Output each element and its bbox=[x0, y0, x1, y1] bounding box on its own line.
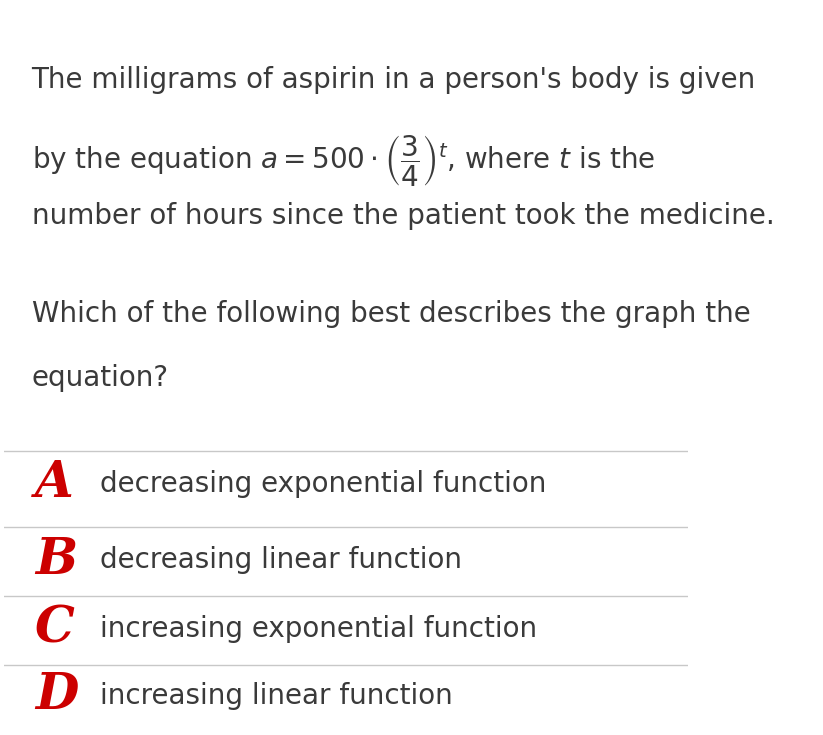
Text: by the equation $a = 500 \cdot \left(\dfrac{3}{4}\right)^{t}$, where $t$ is the: by the equation $a = 500 \cdot \left(\df… bbox=[31, 133, 655, 187]
Text: A: A bbox=[35, 459, 74, 509]
Text: number of hours since the patient took the medicine.: number of hours since the patient took t… bbox=[31, 202, 774, 230]
Text: decreasing linear function: decreasing linear function bbox=[100, 546, 462, 574]
Text: C: C bbox=[35, 605, 75, 653]
Text: equation?: equation? bbox=[31, 364, 169, 392]
Text: B: B bbox=[35, 536, 77, 584]
Text: D: D bbox=[35, 672, 78, 720]
Text: decreasing exponential function: decreasing exponential function bbox=[100, 470, 546, 498]
Text: increasing linear function: increasing linear function bbox=[100, 682, 453, 710]
Text: Which of the following best describes the graph the: Which of the following best describes th… bbox=[31, 300, 751, 328]
Text: The milligrams of aspirin in a person's body is given: The milligrams of aspirin in a person's … bbox=[31, 66, 756, 94]
Text: increasing exponential function: increasing exponential function bbox=[100, 615, 537, 643]
